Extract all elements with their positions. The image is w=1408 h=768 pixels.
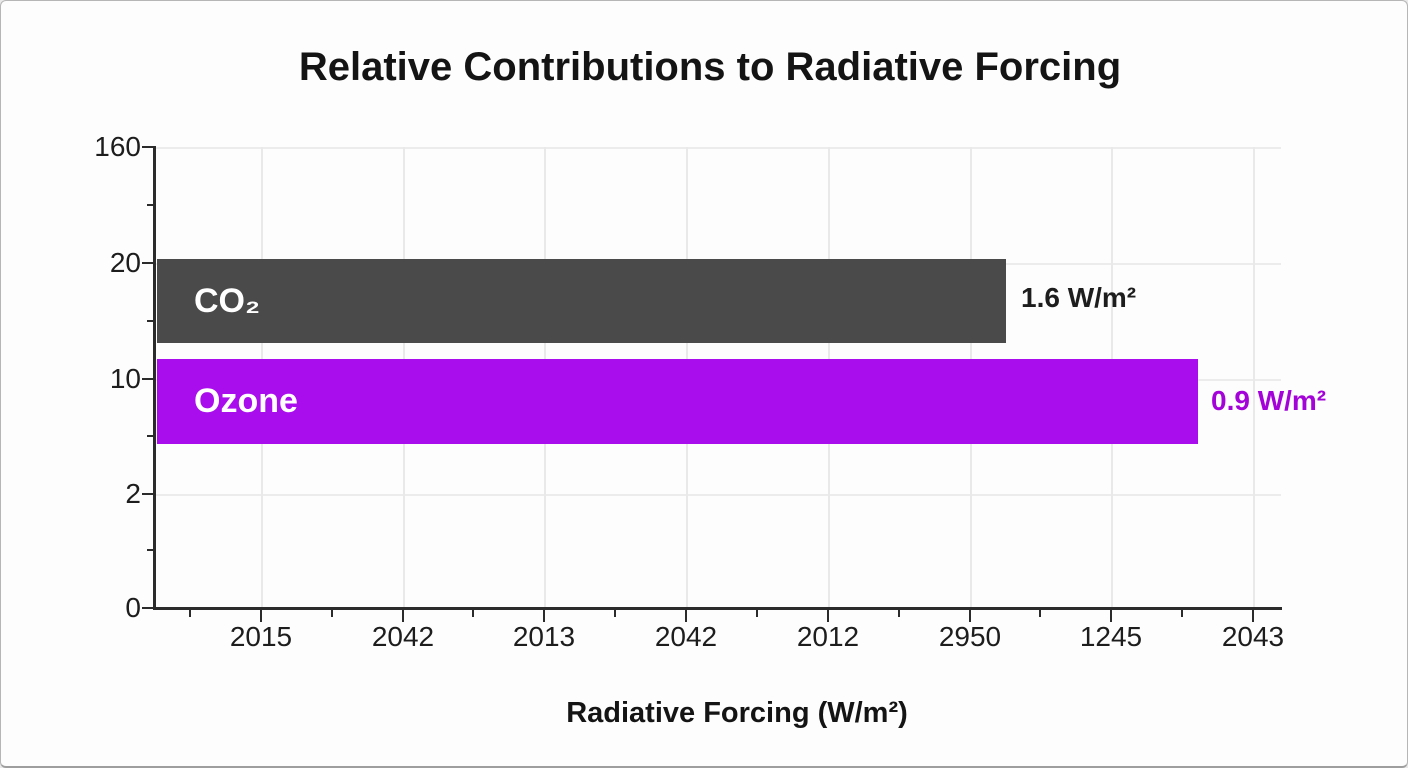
x-tick-label: 2012	[796, 621, 860, 652]
y-axis-minor-tick	[147, 204, 156, 206]
y-tick-label: 10	[109, 363, 141, 394]
x-axis-tick	[827, 608, 829, 622]
bar-ozone-value-label: 0.9 W/m²	[1211, 385, 1327, 416]
x-axis-title: Radiative Forcing (W/m²)	[566, 697, 908, 729]
x-axis-minor-tick	[331, 608, 333, 617]
chart-title: Relative Contributions to Radiative Forc…	[298, 45, 1122, 89]
y-tick-label: 20	[109, 247, 141, 278]
y-axis-minor-tick	[147, 435, 156, 437]
x-tick-label: 2043	[1221, 621, 1285, 652]
h-gridline	[156, 147, 1281, 149]
bar-ozone: Ozone	[157, 359, 1198, 444]
y-axis-tick	[142, 607, 156, 609]
x-axis-tick	[685, 608, 687, 622]
x-tick-label: 2950	[938, 621, 1002, 652]
y-axis-minor-tick	[147, 549, 156, 551]
x-axis-minor-tick	[898, 608, 900, 617]
bar-co2-label: CO₂	[194, 282, 261, 320]
x-axis-tick	[1252, 608, 1254, 622]
x-axis-tick	[402, 608, 404, 622]
x-axis-tick	[260, 608, 262, 622]
x-axis-minor-tick	[614, 608, 616, 617]
x-tick-label: 2015	[229, 621, 293, 652]
x-axis-minor-tick	[756, 608, 758, 617]
x-tick-label: 2013	[512, 621, 576, 652]
y-axis-tick	[142, 493, 156, 495]
y-axis-tick	[142, 262, 156, 264]
y-axis-tick	[142, 378, 156, 380]
bar-co2-value-label: 1.6 W/m²	[1021, 282, 1137, 313]
x-axis-line	[153, 607, 1282, 610]
bar-co2: CO₂	[157, 259, 1006, 343]
x-axis-minor-tick	[1181, 608, 1183, 617]
x-axis-tick	[1110, 608, 1112, 622]
y-tick-label: 160	[94, 131, 141, 162]
x-tick-label: 2042	[654, 621, 718, 652]
bar-ozone-label: Ozone	[194, 382, 298, 420]
x-axis-minor-tick	[472, 608, 474, 617]
h-gridline	[156, 494, 1281, 496]
x-tick-label: 2042	[371, 621, 435, 652]
x-axis-tick	[969, 608, 971, 622]
y-axis-line	[153, 146, 156, 610]
x-axis-minor-tick	[189, 608, 191, 617]
x-axis-minor-tick	[1039, 608, 1041, 617]
v-gridline	[1253, 147, 1255, 608]
y-tick-label: 2	[125, 478, 141, 509]
x-tick-label: 1245	[1079, 621, 1143, 652]
y-tick-label: 0	[125, 592, 141, 623]
y-axis-tick	[142, 146, 156, 148]
y-axis-minor-tick	[147, 320, 156, 322]
x-axis-tick	[543, 608, 545, 622]
